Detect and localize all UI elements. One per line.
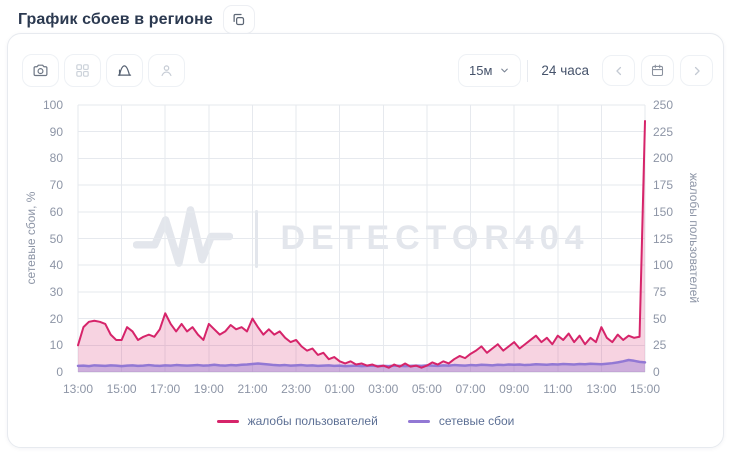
distribution-chart-icon — [116, 62, 133, 79]
x-tick-label: 11:00 — [543, 382, 573, 396]
plot-svg[interactable] — [76, 104, 647, 373]
y-tick-label: 50 — [653, 311, 667, 326]
chevron-down-icon — [499, 65, 510, 76]
toolbar-left — [22, 54, 185, 87]
range-label: 24 часа — [541, 63, 589, 78]
page-title: График сбоев в регионе — [18, 10, 213, 28]
y-tick-label: 10 — [49, 338, 63, 353]
distribution-chart-button[interactable] — [106, 54, 143, 87]
y-tick-label: 20 — [49, 311, 63, 326]
y-tick-label: 225 — [653, 124, 674, 139]
chevron-right-icon — [690, 64, 704, 78]
chevron-left-icon — [612, 64, 626, 78]
toolbar-divider — [527, 59, 529, 82]
x-tick-label: 21:00 — [237, 382, 268, 396]
legend-dash — [407, 419, 430, 423]
x-tick-label: 03:00 — [368, 382, 399, 396]
legend-item[interactable]: жалобы пользователей — [216, 414, 378, 428]
y-tick-label: 70 — [49, 178, 63, 193]
y-tick-label: 30 — [49, 284, 63, 299]
x-tick-label: 09:00 — [499, 382, 530, 396]
x-tick-label: 19:00 — [193, 382, 224, 396]
x-tick-label: 13:00 — [586, 382, 617, 396]
page-header: График сбоев в регионе — [18, 5, 255, 34]
camera-icon — [32, 62, 49, 79]
x-tick-label: 15:00 — [106, 382, 137, 396]
user-icon — [158, 62, 175, 79]
x-tick-label: 07:00 — [455, 382, 486, 396]
y-tick-label: 40 — [49, 258, 63, 273]
y-tick-label: 80 — [49, 151, 63, 166]
y-tick-label: 150 — [653, 204, 674, 219]
x-tick-label: 23:00 — [281, 382, 312, 396]
legend: жалобы пользователей сетевые сбои — [8, 414, 723, 428]
screenshot-button[interactable] — [22, 54, 59, 87]
y-tick-label: 175 — [653, 178, 674, 193]
interval-value: 15м — [469, 63, 493, 78]
x-tick-label: 05:00 — [411, 382, 442, 396]
legend-dash — [216, 419, 239, 423]
y-tick-label: 90 — [49, 124, 63, 139]
prev-period-button[interactable] — [602, 55, 635, 86]
y-tick-label: 75 — [653, 284, 667, 299]
user-button[interactable] — [148, 54, 185, 87]
copy-button[interactable] — [222, 5, 255, 34]
y-axis-left-ticks: 0 10 20 30 40 50 60 70 80 90 100 — [8, 98, 70, 379]
y-tick-label: 0 — [56, 365, 63, 379]
layout-grid-icon — [74, 62, 91, 79]
y-tick-label: 100 — [653, 258, 674, 273]
plot-area — [76, 104, 647, 373]
calendar-button[interactable] — [641, 55, 674, 86]
calendar-icon — [650, 63, 665, 78]
toolbar-right: 15м 24 часа — [458, 54, 713, 87]
next-period-button[interactable] — [680, 55, 713, 86]
y-tick-label: 125 — [653, 231, 674, 246]
y-axis-right-ticks: 0 25 50 75 100 125 150 175 200 225 250 — [653, 98, 693, 379]
chart-card: 15м 24 часа — [7, 33, 724, 448]
y-tick-label: 25 — [653, 338, 667, 353]
y-tick-label: 60 — [49, 204, 63, 219]
x-tick-label: 15:00 — [629, 382, 661, 396]
legend-item[interactable]: сетевые сбои — [407, 414, 515, 428]
copy-icon — [231, 12, 246, 27]
x-tick-label: 01:00 — [324, 382, 355, 396]
x-tick-label: 13:00 — [62, 382, 94, 396]
x-axis-ticks: 13:00 15:00 17:00 19:00 21:00 23:00 01:00 03:00… — [63, 382, 660, 398]
legend-label: сетевые сбои — [438, 414, 515, 428]
y-tick-label: 250 — [653, 98, 674, 112]
interval-dropdown[interactable]: 15м — [458, 54, 522, 87]
y-tick-label: 100 — [42, 98, 63, 112]
x-tick-label: 17:00 — [150, 382, 181, 396]
y-tick-label: 50 — [49, 231, 63, 246]
legend-label: жалобы пользователей — [247, 414, 378, 428]
y-tick-label: 0 — [653, 365, 660, 379]
layout-grid-button[interactable] — [64, 54, 101, 87]
y-tick-label: 200 — [653, 151, 674, 166]
